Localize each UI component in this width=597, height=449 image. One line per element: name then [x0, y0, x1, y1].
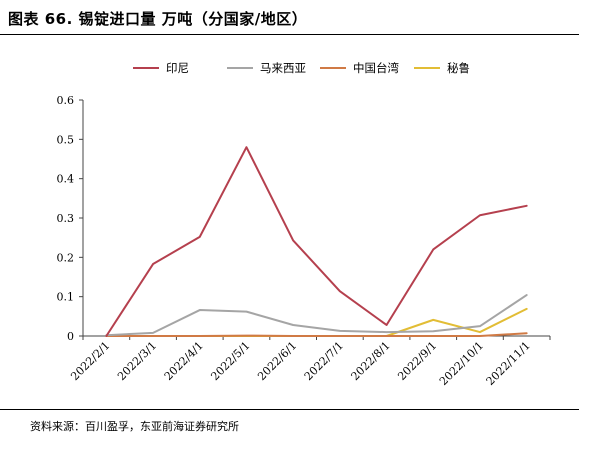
- x-tick-label: 2022/11/1: [484, 339, 533, 388]
- x-tick-label: 2022/4/1: [162, 339, 206, 383]
- series-line-3: [105, 332, 528, 337]
- source-rule: [0, 409, 579, 410]
- legend: 印尼 马来西亚 中国台湾 秘鲁: [133, 61, 470, 75]
- legend-label-4: 秘鲁: [447, 61, 470, 75]
- x-tick-label: 2022/10/1: [437, 339, 486, 388]
- chart-title: 图表 66. 锡锭进口量 万吨（分国家/地区）: [8, 10, 308, 28]
- x-tick-label: 2022/2/1: [68, 339, 112, 383]
- x-tick-label: 2022/5/1: [208, 339, 252, 383]
- legend-label-3: 中国台湾: [353, 61, 399, 75]
- y-tick-label: 0.5: [57, 133, 75, 146]
- y-tick-label: 0: [67, 330, 74, 343]
- series-line-4: [105, 307, 528, 337]
- y-tick-label: 0.3: [57, 212, 75, 225]
- title-rule: [0, 34, 579, 35]
- legend-label-2: 马来西亚: [260, 61, 306, 75]
- legend-label-1: 印尼: [166, 61, 189, 75]
- y-tick-label: 0.4: [57, 173, 75, 186]
- x-tick-label: 2022/7/1: [302, 339, 346, 383]
- x-tick-label: 2022/3/1: [115, 339, 159, 383]
- x-tick-label: 2022/6/1: [255, 339, 299, 383]
- series-line-2: [105, 294, 528, 337]
- x-tick-label: 2022/9/1: [395, 339, 439, 383]
- line-chart: 印尼 马来西亚 中国台湾 秘鲁 0 0.1 0.2 0.3 0.4 0.5 0.6 2022/2/1…: [57, 61, 551, 388]
- source-note: 资料来源：百川盈孚，东亚前海证券研究所: [30, 420, 239, 433]
- y-tick-label: 0.2: [57, 251, 75, 264]
- y-tick-label: 0.6: [57, 94, 75, 107]
- y-tick-label: 0.1: [57, 291, 75, 304]
- series-line-1: [105, 146, 528, 337]
- x-tick-label: 2022/8/1: [349, 339, 393, 383]
- series-lines: [105, 146, 528, 337]
